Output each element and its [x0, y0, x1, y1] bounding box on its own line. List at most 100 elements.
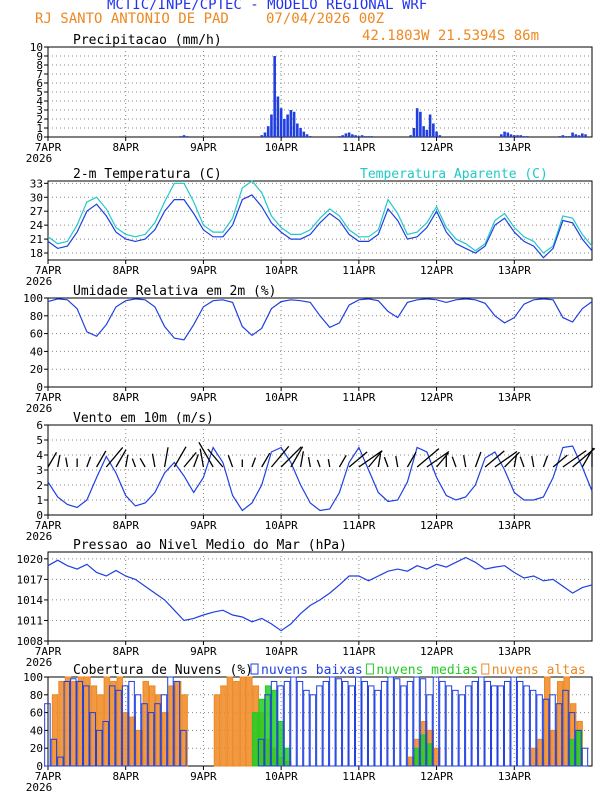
precip-bar — [525, 136, 529, 137]
wind-barb — [383, 456, 389, 468]
x-tick-label: 8APR — [112, 141, 139, 154]
cloud-bar — [290, 676, 297, 767]
panel-title: Cobertura de Nuvens (%) — [73, 663, 253, 678]
y-tick-label: 0 — [36, 509, 43, 522]
cloud-bar — [458, 694, 466, 767]
year-label: 2026 — [26, 656, 53, 669]
x-tick-label: 12APR — [420, 391, 453, 404]
precip-bar — [299, 128, 302, 137]
cloud-bar — [491, 685, 498, 767]
panel-title: 2-m Temperatura (C) — [73, 167, 222, 182]
x-tick-label: 10APR — [265, 141, 298, 154]
wind-barb — [198, 441, 214, 468]
x-tick-label: 12APR — [420, 645, 453, 658]
x-tick-label: 9APR — [190, 264, 217, 277]
precip-bar — [351, 134, 354, 137]
x-tick-label: 9APR — [190, 391, 217, 404]
wind-barb — [338, 454, 347, 468]
precip-bar — [370, 136, 374, 137]
panel-frame — [47, 297, 593, 388]
y-tick-label: 20 — [30, 363, 43, 376]
x-tick-label: 10APR — [265, 770, 298, 783]
cloud-bar — [76, 680, 84, 767]
y-tick-label: 4 — [36, 449, 43, 462]
y-tick-label: 1017 — [17, 573, 44, 586]
precip-bar — [503, 131, 506, 137]
cloud-bar — [89, 712, 96, 767]
wind-barb — [519, 456, 525, 468]
precip-bar — [580, 133, 584, 137]
cloud-bar — [471, 680, 479, 767]
y-tick-label: 40 — [30, 724, 43, 737]
wind-barb — [395, 456, 399, 468]
precip-bar — [341, 135, 344, 137]
series-line — [47, 180, 593, 254]
cloud-bar — [355, 676, 362, 767]
x-tick-label: 11APR — [342, 264, 375, 277]
precip-bar — [564, 136, 568, 137]
precip-bar — [289, 110, 293, 137]
precip-bar — [279, 108, 283, 137]
x-tick-label: 7APR — [35, 645, 62, 658]
legend-swatch — [365, 663, 374, 675]
x-tick-label: 9APR — [190, 770, 217, 783]
x-tick-label: 7APR — [35, 770, 62, 783]
x-tick-label: 8APR — [112, 391, 139, 404]
cloud-bar — [426, 694, 433, 767]
cloud-bar — [374, 689, 381, 767]
wind-barb — [270, 445, 290, 468]
y-tick-label: 2 — [36, 113, 43, 126]
x-tick-label: 11APR — [342, 770, 375, 783]
precip-bar — [432, 123, 435, 137]
wind-barb — [65, 457, 69, 468]
y-tick-label: 24 — [30, 219, 44, 232]
y-tick-label: 18 — [30, 247, 43, 260]
cloud-bar — [439, 680, 446, 767]
wind-barb — [562, 450, 587, 468]
precip-bar — [276, 96, 280, 137]
cloud-bar — [452, 689, 459, 767]
wind-barb — [86, 456, 92, 468]
cloud-bar — [246, 676, 253, 767]
precip-bar — [347, 132, 351, 137]
cloud-bar — [406, 680, 414, 767]
cloud-bar — [70, 678, 77, 767]
wind-barb — [151, 453, 156, 468]
cloud-bar — [102, 721, 109, 767]
precip-bar — [435, 131, 438, 137]
wind-barb — [183, 452, 197, 468]
y-tick-label: 27 — [30, 205, 43, 218]
cloud-bar — [419, 678, 427, 767]
x-tick-label: 11APR — [342, 519, 375, 532]
legend-swatch — [250, 663, 259, 675]
x-tick-label: 7APR — [35, 264, 62, 277]
y-tick-label: 1011 — [17, 614, 44, 627]
cloud-bar — [575, 729, 582, 767]
y-tick-label: 1 — [36, 122, 43, 135]
cloud-bar — [121, 685, 129, 767]
cloud-bar — [536, 694, 543, 767]
series-line — [47, 556, 593, 632]
cloud-bar — [387, 676, 394, 767]
cloud-bar — [497, 685, 504, 767]
precip-bar — [522, 136, 526, 137]
precip-bar — [338, 136, 341, 137]
x-tick-label: 13APR — [498, 391, 531, 404]
x-tick-label: 12APR — [420, 141, 453, 154]
wind-barb — [193, 454, 199, 468]
wind-barb — [462, 455, 467, 468]
cloud-bar — [523, 685, 530, 767]
y-tick-label: 0 — [36, 381, 43, 394]
cloud-bar — [309, 694, 317, 767]
precip-bar — [568, 136, 571, 137]
x-tick-label: 12APR — [420, 519, 453, 532]
x-tick-label: 13APR — [498, 264, 531, 277]
precip-bar — [415, 108, 419, 137]
precip-bar — [354, 135, 357, 137]
cloud-bar — [147, 712, 155, 767]
cloud-bar — [555, 703, 563, 767]
cloud-bar — [348, 685, 356, 767]
precip-bar — [266, 126, 270, 137]
cloud-bar — [226, 676, 234, 767]
